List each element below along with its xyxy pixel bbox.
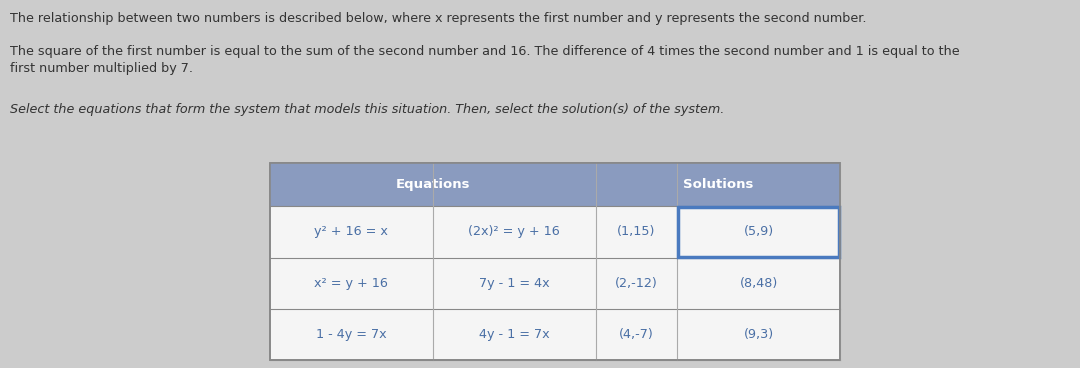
Text: (9,3): (9,3) (743, 328, 773, 341)
Text: Select the equations that form the system that models this situation. Then, sele: Select the equations that form the syste… (10, 103, 725, 116)
Text: (4,-7): (4,-7) (619, 328, 653, 341)
Text: Equations: Equations (395, 178, 470, 191)
Text: The relationship between two numbers is described below, where x represents the : The relationship between two numbers is … (10, 12, 866, 25)
Text: 7y - 1 = 4x: 7y - 1 = 4x (478, 277, 550, 290)
Text: Solutions: Solutions (683, 178, 753, 191)
Bar (596, 163, 840, 206)
Text: 4y - 1 = 7x: 4y - 1 = 7x (478, 328, 550, 341)
Text: 1 - 4y = 7x: 1 - 4y = 7x (316, 328, 387, 341)
Text: (8,48): (8,48) (740, 277, 778, 290)
Text: (1,15): (1,15) (618, 226, 656, 238)
Text: The square of the first number is equal to the sum of the second number and 16. : The square of the first number is equal … (10, 45, 960, 58)
Text: (2x)² = y + 16: (2x)² = y + 16 (469, 226, 561, 238)
Bar (270, 163, 840, 360)
Text: first number multiplied by 7.: first number multiplied by 7. (10, 62, 193, 75)
Bar (270, 163, 596, 206)
Bar (270, 163, 840, 360)
Text: (2,-12): (2,-12) (615, 277, 658, 290)
Text: y² + 16 = x: y² + 16 = x (314, 226, 389, 238)
Text: (5,9): (5,9) (743, 226, 773, 238)
FancyBboxPatch shape (678, 207, 839, 256)
Text: x² = y + 16: x² = y + 16 (314, 277, 389, 290)
